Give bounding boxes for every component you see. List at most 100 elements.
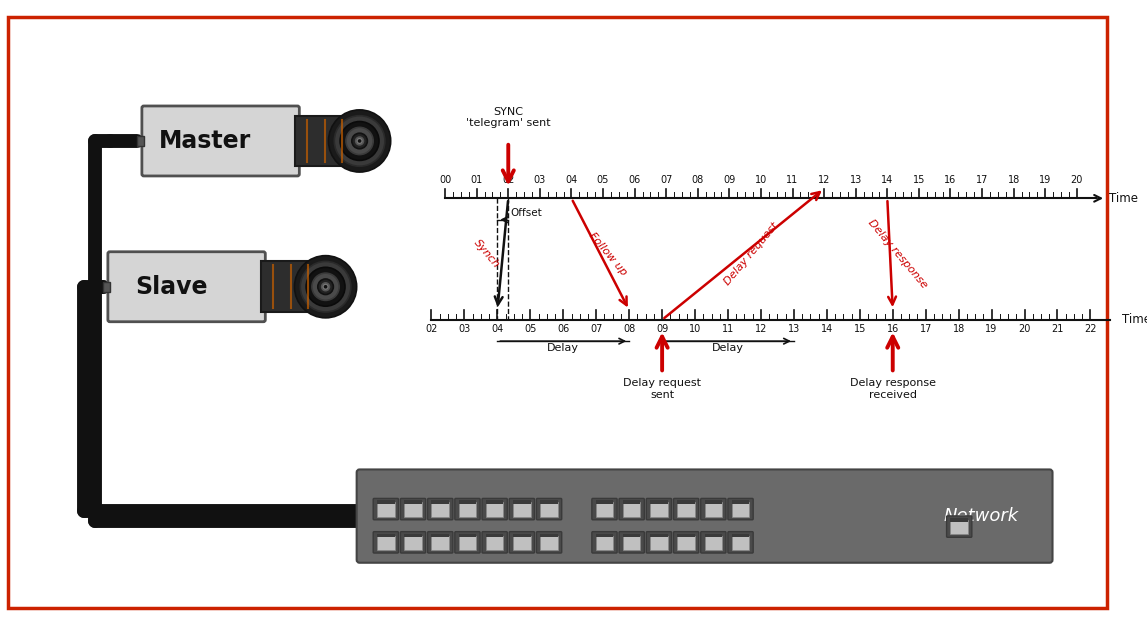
Bar [404,536,422,550]
FancyBboxPatch shape [592,532,617,553]
FancyBboxPatch shape [728,498,754,520]
Bar [136,136,143,146]
Bar [540,501,557,504]
Text: Delay response
received: Delay response received [850,378,936,400]
Bar [650,536,668,550]
FancyBboxPatch shape [646,498,671,520]
Bar [377,501,395,504]
Circle shape [306,268,345,306]
Bar [513,534,531,538]
Text: 15: 15 [913,175,926,185]
Circle shape [325,286,327,288]
Circle shape [352,133,367,149]
FancyBboxPatch shape [619,498,645,520]
Text: 05: 05 [524,324,537,334]
Bar [732,534,749,538]
Text: Time: Time [1123,313,1147,326]
Circle shape [295,256,357,318]
FancyBboxPatch shape [592,498,617,520]
Text: 07: 07 [660,175,672,185]
Text: 12: 12 [755,324,767,334]
FancyBboxPatch shape [142,106,299,176]
Text: 17: 17 [920,324,931,334]
FancyBboxPatch shape [8,17,1107,608]
Text: 11: 11 [787,175,798,185]
Text: Slave: Slave [135,275,208,299]
FancyBboxPatch shape [482,498,507,520]
FancyBboxPatch shape [482,532,507,553]
FancyBboxPatch shape [728,532,754,553]
Bar [678,503,695,517]
FancyBboxPatch shape [673,532,699,553]
Bar [732,501,749,504]
FancyBboxPatch shape [646,532,671,553]
Bar [377,536,395,550]
FancyBboxPatch shape [701,498,726,520]
Text: 03: 03 [459,324,470,334]
FancyBboxPatch shape [373,532,398,553]
Bar [623,534,640,538]
Text: 15: 15 [853,324,866,334]
Bar [486,503,504,517]
Text: 02: 02 [426,324,438,334]
Bar [650,534,668,538]
Text: Network: Network [944,507,1020,525]
Text: 19: 19 [985,324,998,334]
Text: 05: 05 [596,175,609,185]
Bar [431,534,448,538]
FancyBboxPatch shape [400,498,426,520]
Bar [650,503,668,517]
Circle shape [318,279,334,294]
Text: 00: 00 [439,175,451,185]
Bar [431,501,448,504]
FancyBboxPatch shape [701,532,726,553]
Text: 14: 14 [821,324,833,334]
Text: 13: 13 [850,175,861,185]
Bar [404,534,422,538]
Bar [623,536,640,550]
Bar [513,536,531,550]
Text: Synch: Synch [471,238,501,271]
Bar [513,501,531,504]
Text: 19: 19 [1039,175,1052,185]
Text: Delay: Delay [712,343,744,353]
Bar [678,536,695,550]
Text: 04: 04 [491,324,504,334]
Bar [732,536,749,550]
Bar [404,501,422,504]
Text: 21: 21 [1052,324,1063,334]
Bar [704,534,723,538]
Text: 10: 10 [689,324,701,334]
FancyBboxPatch shape [537,498,562,520]
FancyBboxPatch shape [428,498,453,520]
Text: 20: 20 [1019,324,1031,334]
Bar [951,520,968,534]
Text: 11: 11 [721,324,734,334]
Text: 06: 06 [629,175,641,185]
Bar [540,534,557,538]
Bar [459,536,476,550]
Bar [377,534,395,538]
Text: 16: 16 [887,324,899,334]
Circle shape [359,140,360,142]
Bar [486,536,504,550]
Bar [486,534,504,538]
Bar [595,536,614,550]
Circle shape [341,121,379,161]
Bar [704,536,723,550]
Circle shape [321,283,329,291]
Bar [623,501,640,504]
FancyBboxPatch shape [673,498,699,520]
FancyBboxPatch shape [455,498,481,520]
Text: 10: 10 [755,175,767,185]
Bar [732,503,749,517]
Bar [704,503,723,517]
Text: 08: 08 [692,175,704,185]
Bar [595,501,614,504]
FancyBboxPatch shape [946,516,972,538]
Bar [486,501,504,504]
Bar [704,501,723,504]
FancyBboxPatch shape [509,498,535,520]
Circle shape [301,261,351,312]
FancyBboxPatch shape [400,532,426,553]
